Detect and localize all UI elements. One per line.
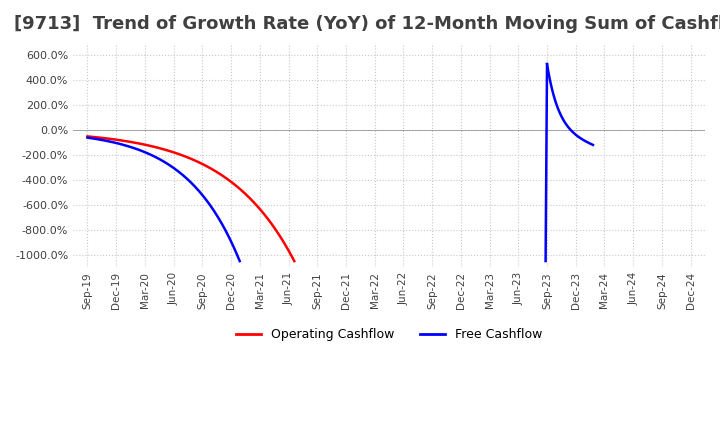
Legend: Operating Cashflow, Free Cashflow: Operating Cashflow, Free Cashflow	[231, 323, 547, 346]
Title: [9713]  Trend of Growth Rate (YoY) of 12-Month Moving Sum of Cashflows: [9713] Trend of Growth Rate (YoY) of 12-…	[14, 15, 720, 33]
